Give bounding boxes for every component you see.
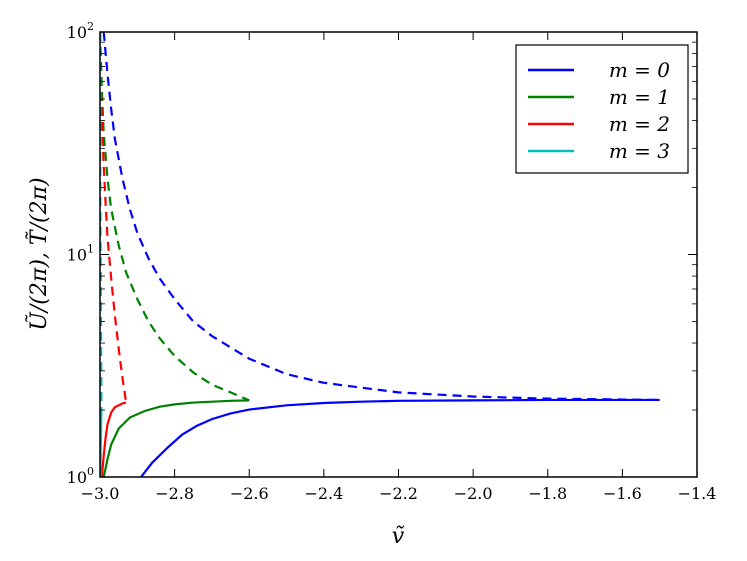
y-axis-label-group: Ũ/(2π), T̃/(2π) (24, 177, 52, 330)
legend: m = 0 m = 1 m = 2 m = 3 (515, 44, 689, 174)
series-2-dashed-line (100, 32, 128, 403)
x-tick-label: −3.0 (81, 484, 120, 503)
series-layer (100, 32, 660, 477)
y-tick-label: 100 (67, 465, 94, 487)
legend-label-0: m = 0 (609, 58, 670, 82)
x-tick-label: −2.8 (155, 484, 194, 503)
tick-layer: −3.0 −2.8 −2.6 −2.4 −2.2 −2.0 −1.8 −1.6 −1.4 100 1… (67, 20, 717, 503)
x-tick-label: −2.4 (304, 484, 343, 503)
x-tick-label: −1.4 (678, 484, 717, 503)
series-0-dashed-line (102, 32, 660, 402)
series-1-solid-line (102, 399, 250, 477)
x-tick-label: −2.6 (230, 484, 269, 503)
y-tick-label: 102 (67, 20, 94, 42)
series-2-solid-line (100, 401, 127, 477)
x-axis-label-group: ṽ (392, 524, 405, 549)
x-tick-label: −2.0 (454, 484, 493, 503)
x-axis-label: ṽ (392, 524, 405, 549)
series-1-dashed-line (100, 32, 250, 402)
x-tick-label: −1.6 (603, 484, 642, 503)
legend-entries: m = 0 m = 1 m = 2 m = 3 (528, 58, 670, 163)
x-tick-label: −2.2 (379, 484, 418, 503)
legend-label-3: m = 3 (609, 139, 670, 163)
legend-label-1: m = 1 (609, 85, 670, 109)
legend-label-2: m = 2 (609, 112, 670, 136)
y-tick-label: 101 (67, 243, 94, 265)
x-tick-label: −1.8 (528, 484, 567, 503)
y-axis-label: Ũ/(2π), T̃/(2π) (24, 177, 52, 330)
series-0-solid-line (140, 398, 660, 477)
